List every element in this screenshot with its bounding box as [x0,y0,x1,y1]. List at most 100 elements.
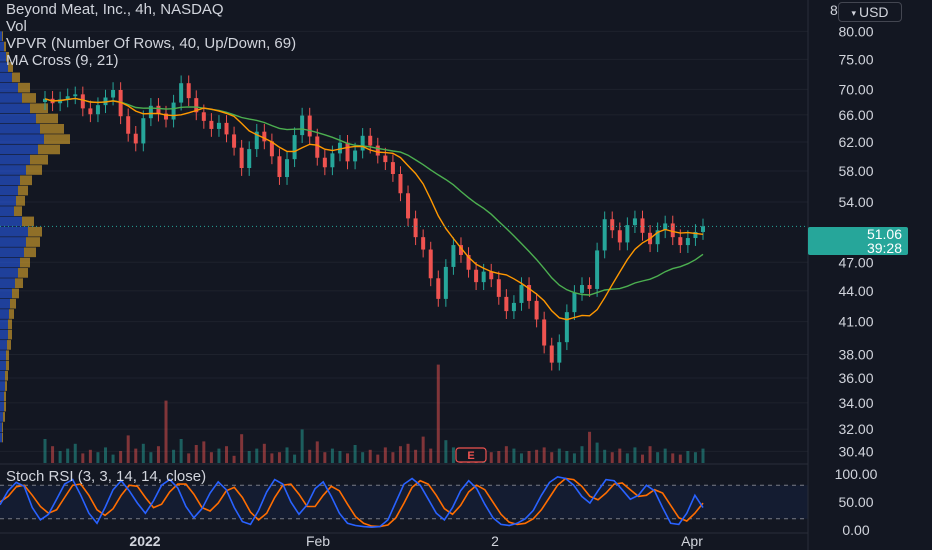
last-price-badge: 51.06 39:28 [808,227,908,255]
vpvr-up-row [0,422,2,433]
volume-bar [663,448,667,463]
volume-bar [368,449,372,463]
candle-body [111,89,116,98]
legend-vol[interactable]: Vol [6,18,27,35]
time-tick-label: Feb [306,533,330,549]
candle-body [595,250,600,289]
vpvr-up-row [0,226,28,237]
vpvr-down-row [4,401,6,412]
vpvr-down-row [16,196,25,206]
volume-bar [164,400,168,463]
volume-bar [262,443,266,463]
volume-bar [535,449,539,463]
volume-bar [149,452,153,463]
volume-bar [293,454,297,463]
candle-body [337,142,342,154]
volume-bar [398,446,402,463]
volume-bar [111,454,115,463]
vpvr-down-row [8,319,12,330]
vpvr-down-row [24,247,36,258]
legend-stoch-rsi[interactable]: Stoch RSI (3, 3, 14, 14, close) [6,468,207,485]
vpvr-down-row [20,257,30,268]
candle-body [171,102,176,120]
vpvr-up-row [0,268,18,278]
candle-body [368,135,373,146]
volume-bar [338,451,342,463]
volume-bar [43,439,47,463]
candle-body [277,156,282,178]
volume-bar [542,447,546,463]
volume-bar [330,448,334,463]
volume-bar [156,446,160,463]
price-axis[interactable]: 80.0075.0070.0066.0062.0058.0054.0047.00… [807,0,878,550]
volume-bar [255,448,259,463]
vpvr-up-row [0,237,26,247]
candle-body [307,115,312,137]
vpvr-up-row [0,381,5,391]
vpvr-down-row [18,185,28,196]
volume-bar [300,429,304,463]
volume-bar [383,447,387,463]
volume-bar [308,449,312,463]
candle-body [239,147,244,169]
volume-bar [240,434,244,463]
candle-body [519,285,524,303]
candle-body [73,94,78,97]
earnings-marker[interactable]: E [455,447,487,463]
candle-body [685,238,690,246]
candle-body [489,271,494,280]
candle-body [436,278,441,299]
last-price: 51.06 [866,226,902,242]
volume-bar [595,442,599,463]
candle-body [466,254,471,270]
vpvr-down-row [2,432,3,443]
vpvr-up-row [0,154,30,165]
vpvr-down-row [9,309,14,319]
vpvr-down-row [2,31,3,42]
volume-bar [270,453,274,463]
candle-body [353,150,358,162]
candle-body [670,223,675,238]
symbol-title[interactable]: Beyond Meat, Inc., 4h, NASDAQ [6,1,224,18]
candle-body [375,145,380,156]
vpvr-down-row [3,412,5,422]
ma-fast-line [44,97,704,321]
time-tick-label: 2022 [129,533,160,549]
volume-bar [202,441,206,463]
vpvr-down-row [40,123,64,134]
volume-bar [640,454,644,463]
time-axis[interactable]: 2022 Feb 2 Apr [129,533,703,549]
vpvr-up-row [0,196,16,206]
volume-bar [66,448,70,463]
volume-bar [187,453,191,463]
legend-vpvr[interactable]: VPVR (Number Of Rows, 40, Up/Down, 69) [6,35,297,52]
currency-label: USD [858,4,889,20]
candle-body [617,230,622,243]
candle-body [474,269,479,283]
volume-bar [572,453,576,463]
grid [0,30,808,534]
vpvr-up-row [0,350,6,361]
candle-body [421,237,426,250]
candle-body [587,285,592,289]
volume-bar [126,435,130,463]
currency-selector[interactable]: ▾ USD [838,2,902,22]
legend-ma-cross[interactable]: MA Cross (9, 21) [6,52,119,69]
candle-body [156,105,161,114]
price-tick-label: 70.00 [838,81,873,97]
volume-bar [141,443,145,463]
candle-body [141,118,146,144]
candle-body [542,319,547,346]
volume-bar [414,449,418,463]
candle-body [428,249,433,279]
vpvr-up-row [0,412,3,422]
earnings-badge[interactable] [455,447,487,463]
vpvr-up-row [0,82,18,93]
vpvr-up-row [0,144,38,155]
vpvr-up-row [0,319,8,330]
vpvr-up-row [0,41,4,52]
volume-bar [406,443,410,463]
vpvr-down-row [10,298,16,309]
vpvr-up-row [0,31,2,42]
